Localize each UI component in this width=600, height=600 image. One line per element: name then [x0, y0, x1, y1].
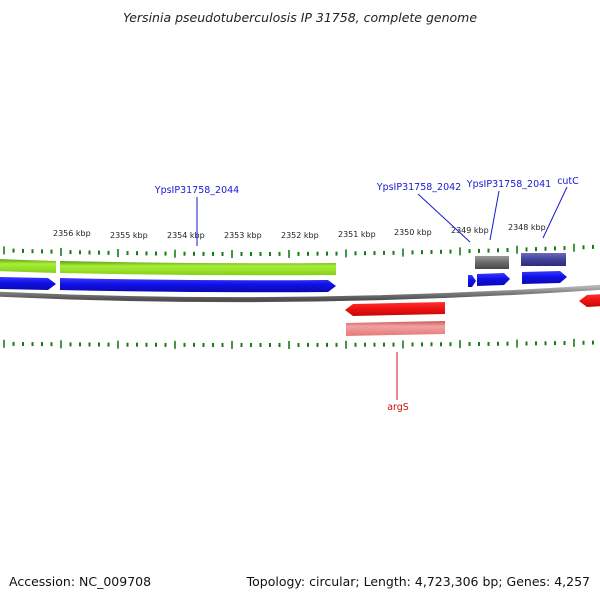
scale-label-2351: 2351 kbp	[338, 230, 376, 239]
gene-label-ypsip31758-2041[interactable]: YpsIP31758_2041	[466, 179, 551, 190]
label-leader-lines	[196, 186, 568, 400]
gene-feature-ypsip31758-2041[interactable]	[475, 256, 509, 269]
scale-label-2353: 2353 kbp	[224, 231, 262, 240]
gene-track-green	[0, 259, 336, 276]
cds-feature-args[interactable]	[345, 302, 445, 316]
cds-feature-left[interactable]	[0, 277, 56, 290]
scale-label-2348: 2348 kbp	[508, 223, 546, 232]
scale-label-2355: 2355 kbp	[110, 231, 148, 240]
leader-cutc	[542, 186, 568, 239]
gene-label-ypsip31758-2044[interactable]: YpsIP31758_2044	[154, 185, 239, 196]
cds-feature-ypsip31758-2044[interactable]	[60, 278, 336, 293]
leader-ypsip31758-2042	[417, 193, 471, 243]
cds-track-blue	[0, 271, 567, 293]
gene-track-upper-right	[475, 253, 566, 269]
scale-label-2349: 2349 kbp	[451, 226, 489, 235]
gene-labels: YpsIP31758_2044 YpsIP31758_2042 YpsIP317…	[154, 176, 579, 413]
scale-label-2350: 2350 kbp	[394, 228, 432, 237]
gene-label-cutc[interactable]: cutC	[557, 176, 579, 187]
cds-feature-right-edge[interactable]	[579, 294, 600, 307]
gene-feature-args[interactable]	[346, 321, 445, 336]
gene-feature-ypsip31758-2044[interactable]	[60, 261, 336, 276]
scale-label-2354: 2354 kbp	[167, 231, 205, 240]
scale-labels: 2356 kbp 2355 kbp 2354 kbp 2353 kbp 2352…	[53, 223, 546, 240]
accession-text: Accession: NC_009708	[9, 574, 152, 589]
inner-tick-row	[3, 338, 594, 349]
gene-feature-cutc[interactable]	[521, 253, 566, 266]
cds-feature-ypsip31758-2041[interactable]	[477, 273, 510, 286]
genome-title: Yersinia pseudotuberculosis IP 31758, co…	[122, 10, 478, 25]
gene-feature-green-left[interactable]	[0, 259, 56, 273]
gene-label-args[interactable]: argS	[387, 402, 409, 413]
outer-tick-row	[3, 243, 594, 258]
scale-label-2356: 2356 kbp	[53, 229, 91, 238]
genome-backbone	[0, 284, 600, 303]
cds-feature-ypsip31758-2042[interactable]	[468, 275, 476, 287]
cds-feature-cutc[interactable]	[522, 271, 567, 284]
gene-label-ypsip31758-2042[interactable]: YpsIP31758_2042	[376, 182, 461, 193]
topology-summary-text: Topology: circular; Length: 4,723,306 bp…	[246, 574, 590, 589]
scale-label-2352: 2352 kbp	[281, 231, 319, 240]
reverse-strand-track	[345, 294, 600, 336]
leader-ypsip31758-2041	[489, 190, 500, 241]
